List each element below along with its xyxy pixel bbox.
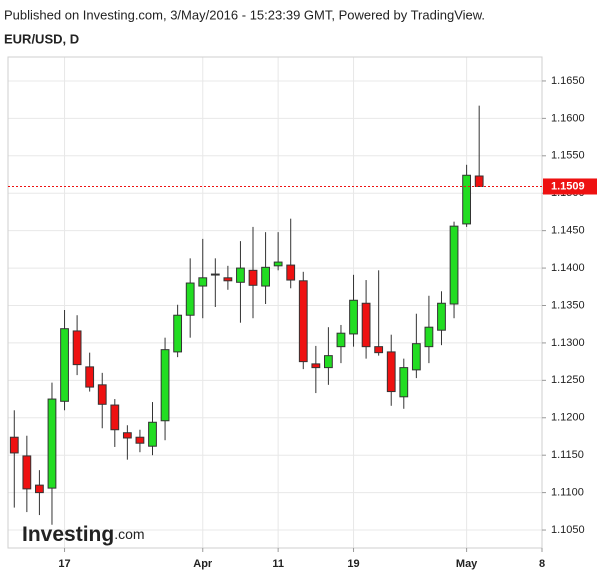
y-tick-label: 1.1250 [551, 374, 585, 386]
candle-body [122, 432, 132, 439]
candle-body [261, 266, 270, 287]
candle-body [349, 299, 358, 335]
y-tick-label: 1.1550 [551, 150, 585, 162]
candle-body [437, 302, 446, 331]
x-tick-label: 11 [272, 558, 284, 570]
last-price-box [543, 178, 597, 195]
y-tick-label: 1.1350 [551, 299, 585, 311]
candle-body [399, 367, 409, 398]
published-note: Published on Investing.com, 3/May/2016 -… [4, 7, 485, 22]
y-tick-label: 1.1600 [551, 112, 585, 124]
candle-body [110, 404, 120, 431]
candle-body [462, 174, 472, 225]
candle-body [22, 455, 32, 490]
candle-body [60, 328, 69, 402]
y-tick-label: 1.1150 [551, 449, 584, 461]
chart-title: EUR/USD, D [4, 31, 79, 46]
y-tick-label: 1.1400 [551, 262, 585, 274]
plot-frame [7, 56, 543, 549]
y-tick-label: 1.1100 [551, 487, 584, 499]
candle-body [35, 484, 44, 494]
candle-body [248, 269, 258, 286]
last-price-label: 1.1509 [551, 180, 585, 192]
logo-suffix: .com [114, 526, 144, 542]
candle-body [424, 326, 434, 348]
candle-body [9, 436, 19, 454]
y-tick-label: 1.1450 [551, 225, 585, 237]
candle-body [198, 277, 208, 287]
candle-body [97, 384, 107, 405]
candle-body [286, 264, 296, 281]
y-tick-label: 1.1300 [551, 337, 585, 349]
logo: Investing.com [22, 523, 145, 546]
candle-body [160, 349, 170, 422]
candle-body [474, 175, 484, 187]
candle-body [298, 280, 308, 363]
x-tick-label: Apr [193, 558, 213, 570]
candle-body [411, 343, 421, 371]
candle-body [185, 282, 195, 316]
candle-body [85, 366, 95, 388]
y-tick-label: 1.1050 [551, 524, 585, 536]
y-tick-label: 1.1650 [551, 75, 585, 87]
candle-body [273, 261, 283, 267]
x-tick-label: 17 [58, 558, 70, 570]
candle-body [47, 398, 57, 489]
x-tick-label: 19 [347, 558, 359, 570]
candle-body [148, 421, 157, 447]
candle-body [311, 363, 321, 369]
candle-body [135, 436, 145, 444]
candle-body [361, 302, 371, 348]
candle-body [324, 355, 333, 369]
candle-body [336, 332, 346, 348]
candle-body [72, 330, 82, 366]
candle-body [223, 277, 233, 282]
y-tick-label: 1.1200 [551, 412, 585, 424]
candle-body [173, 314, 183, 353]
candle-body [449, 225, 459, 305]
candle-body [374, 346, 384, 354]
logo-main: Investing [22, 523, 114, 546]
candle-body [210, 273, 220, 276]
x-tick-label: 8 [539, 558, 545, 570]
candle-body [386, 351, 396, 393]
x-tick-label: May [456, 558, 478, 570]
candle-body [236, 267, 245, 283]
